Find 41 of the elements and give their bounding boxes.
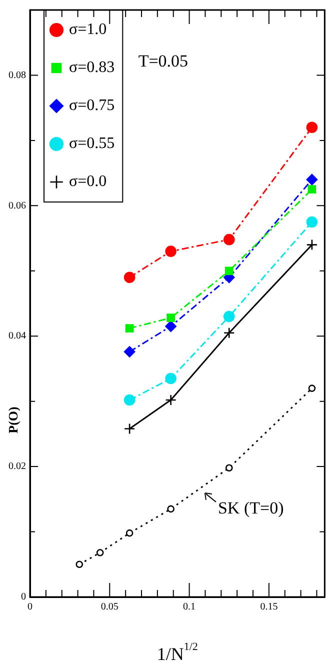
point bbox=[166, 314, 176, 322]
point bbox=[124, 272, 136, 284]
point bbox=[165, 320, 176, 332]
y-tick-label: 0 bbox=[21, 592, 26, 603]
y-axis-title: P(O) bbox=[5, 406, 20, 434]
y-tick-label: 0.04 bbox=[8, 330, 26, 342]
point bbox=[167, 505, 174, 513]
point bbox=[224, 266, 234, 276]
point bbox=[124, 346, 136, 358]
point bbox=[165, 394, 176, 406]
point bbox=[124, 423, 136, 434]
point bbox=[308, 384, 316, 392]
legend-label: σ=1.0 bbox=[69, 21, 107, 38]
y-tick-label: 0.06 bbox=[8, 200, 26, 212]
annotation: T=0.05 bbox=[138, 52, 188, 71]
y-tick-label: 0.08 bbox=[8, 70, 26, 81]
point bbox=[223, 234, 235, 246]
x-tick-label: 0.05 bbox=[100, 602, 118, 613]
point bbox=[306, 216, 318, 228]
x-tick-label: 0.15 bbox=[260, 602, 278, 613]
legend-label: σ=0.75 bbox=[69, 97, 115, 114]
y-tick-label: 0.02 bbox=[8, 461, 26, 472]
point bbox=[76, 560, 84, 568]
x-tick-label: 0.1 bbox=[183, 602, 196, 613]
point bbox=[308, 185, 316, 194]
point bbox=[126, 529, 134, 537]
legend-label: σ=0.0 bbox=[69, 173, 107, 190]
point bbox=[223, 310, 235, 322]
point bbox=[125, 324, 134, 332]
point bbox=[306, 174, 318, 186]
point bbox=[96, 549, 104, 556]
point bbox=[306, 122, 318, 134]
point bbox=[306, 239, 318, 250]
annotation: SK (T=0) bbox=[218, 498, 284, 518]
point bbox=[165, 246, 176, 257]
legend-label: σ=0.55 bbox=[69, 135, 115, 152]
point bbox=[223, 327, 235, 338]
point bbox=[124, 394, 136, 406]
legend-label: σ=0.83 bbox=[69, 59, 115, 76]
point bbox=[225, 464, 233, 472]
point bbox=[165, 372, 176, 384]
